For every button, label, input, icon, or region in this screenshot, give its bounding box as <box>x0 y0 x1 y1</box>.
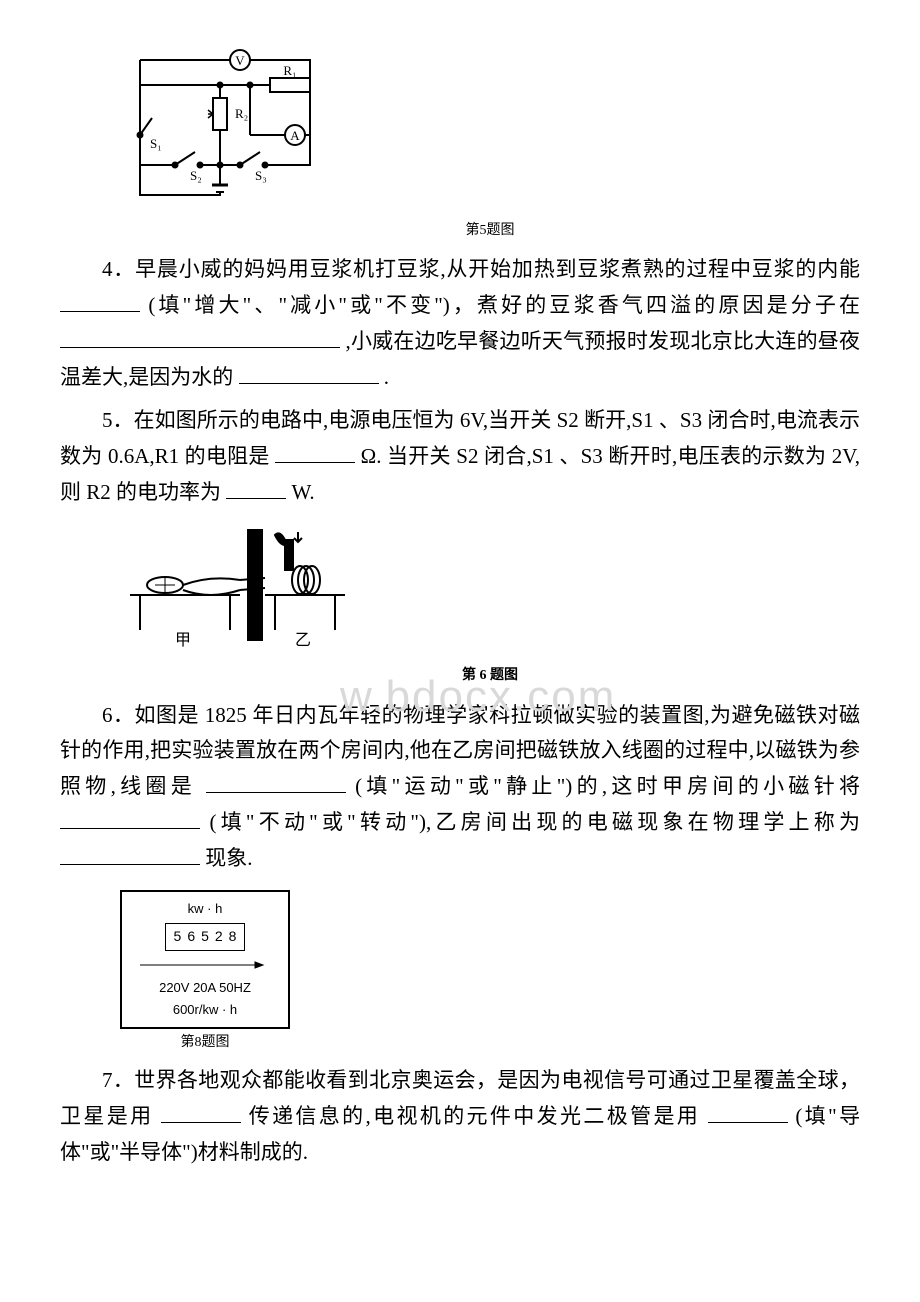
s1-label: S₁ <box>150 136 162 151</box>
q6-text-c: (填"不动"或"转动"),乙房间出现的电磁现象在物理学上称为 <box>209 810 860 834</box>
q4-text-d: . <box>384 365 389 389</box>
q7-text-b: 传递信息的,电视机的元件中发光二极管是用 <box>249 1104 700 1128</box>
q5-blank-1 <box>275 442 355 463</box>
q7-blank-1 <box>161 1102 241 1123</box>
figure-8-meter: kw · h 56528 220V 20A 50HZ 600r/kw · h 第… <box>60 890 860 1055</box>
meter-unit: kw · h <box>130 898 280 920</box>
q6-text-d: 现象. <box>205 846 252 870</box>
q4-blank-3 <box>239 363 379 384</box>
q5-blank-2 <box>226 478 286 499</box>
q6-blank-1 <box>206 772 346 793</box>
figure-6-apparatus: 甲 乙 第 6 题图 <box>120 520 860 687</box>
s2-label: S₂ <box>190 168 202 183</box>
q6-text-b: (填"运动"或"静止")的,这时甲房间的小磁针将 <box>355 774 860 798</box>
meter-reading: 56528 <box>165 923 246 951</box>
s3-label: S₃ <box>255 168 267 183</box>
q7-blank-2 <box>708 1102 788 1123</box>
q5-text-c: W. <box>292 480 315 504</box>
meter-spec-2: 600r/kw · h <box>130 999 280 1021</box>
voltmeter-label: V <box>235 53 245 68</box>
figure-8-caption: 第8题图 <box>120 1031 290 1055</box>
q6-blank-3 <box>60 844 200 865</box>
q4-blank-2 <box>60 327 340 348</box>
figure-6-caption: 第 6 题图 <box>120 664 860 688</box>
ammeter-label: A <box>290 128 300 143</box>
question-6: 6．如图是 1825 年日内瓦年轻的物理学家科拉顿做实验的装置图,为避免磁铁对磁… <box>60 698 860 876</box>
r2-label: R₂ <box>235 106 248 121</box>
meter-spec-1: 220V 20A 50HZ <box>130 977 280 999</box>
figure-5-caption: 第5题图 <box>120 219 860 243</box>
figure-5-circuit: V R₁ A R₂ <box>120 40 860 242</box>
r1-label: R₁ <box>283 63 296 78</box>
q4-blank-1 <box>60 291 140 312</box>
q4-text-b: (填"增大"、"减小"或"不变")，煮好的豆浆香气四溢的原因是分子在 <box>148 293 860 317</box>
fig6-yi-label: 乙 <box>295 632 311 649</box>
q6-blank-2 <box>60 808 200 829</box>
question-7: 7．世界各地观众都能收看到北京奥运会，是因为电视信号可通过卫星覆盖全球，卫星是用… <box>60 1063 860 1170</box>
fig6-jia-label: 甲 <box>175 632 191 649</box>
question-4: 4．早晨小威的妈妈用豆浆机打豆浆,从开始加热到豆浆煮熟的过程中豆浆的内能 (填"… <box>60 252 860 395</box>
q4-text-a: 4．早晨小威的妈妈用豆浆机打豆浆,从开始加热到豆浆煮熟的过程中豆浆的内能 <box>102 257 860 281</box>
question-5: 5．在如图所示的电路中,电源电压恒为 6V,当开关 S2 断开,S1 、S3 闭… <box>60 403 860 510</box>
